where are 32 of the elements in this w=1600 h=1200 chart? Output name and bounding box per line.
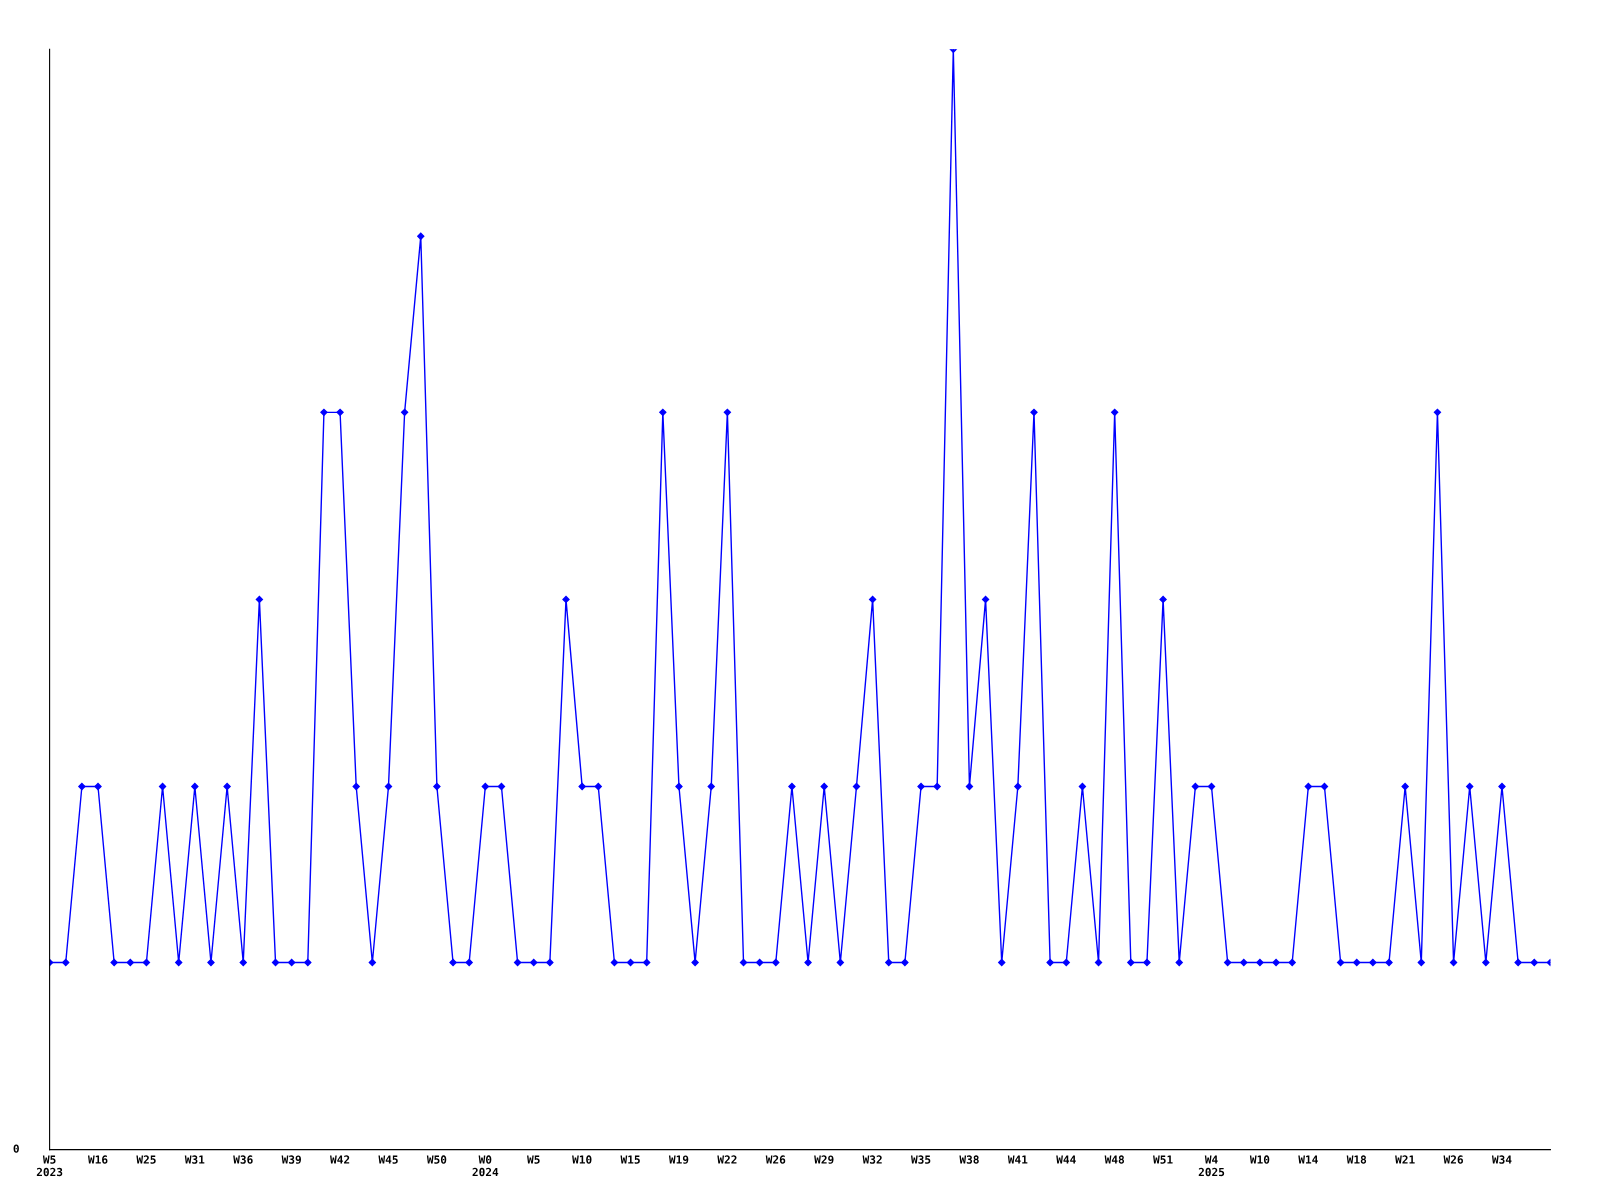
x-tick-label: W5 2023	[36, 1155, 63, 1177]
x-tick-label: W44	[1056, 1155, 1076, 1164]
x-tick-label: W50	[426, 1155, 447, 1164]
x-tick-label: W18	[1346, 1155, 1367, 1164]
x-tick-label: W51	[1153, 1155, 1173, 1164]
x-tick-label: W45	[378, 1155, 398, 1164]
x-tick-label: W19	[668, 1155, 689, 1164]
x-tick-label: W39	[281, 1155, 301, 1164]
x-tick-label: W10	[1249, 1155, 1270, 1164]
x-tick-label: W48	[1104, 1155, 1125, 1164]
x-tick-label: W10	[572, 1155, 592, 1164]
x-tick-label: W38	[959, 1155, 979, 1164]
x-tick-label: W5	[527, 1155, 540, 1164]
x-tick-label: W35	[911, 1155, 931, 1164]
x-tick-label: W41	[1007, 1155, 1028, 1164]
x-tick-label: W0 2024	[472, 1155, 499, 1177]
x-tick-label: W26	[765, 1155, 786, 1164]
x-tick-label: W42	[330, 1155, 350, 1164]
text: 0	[13, 1144, 19, 1153]
x-tick-label: W29	[814, 1155, 834, 1164]
x-tick-label: W14	[1298, 1155, 1318, 1164]
x-tick-label: W15	[620, 1155, 640, 1164]
x-tick-label: W21	[1395, 1155, 1415, 1164]
x-tick-label: W4 2025	[1198, 1155, 1225, 1177]
x-tick-label: W25	[136, 1155, 156, 1164]
x-tick-label: W32	[862, 1155, 882, 1164]
x-tick-label: W16	[87, 1155, 108, 1164]
x-tick-label: W31	[184, 1155, 205, 1164]
x-tick-label: W22	[717, 1155, 737, 1164]
x-tick-label: W34	[1491, 1155, 1512, 1164]
x-tick-label: W26	[1443, 1155, 1464, 1164]
x-tick-label: W36	[233, 1155, 253, 1164]
